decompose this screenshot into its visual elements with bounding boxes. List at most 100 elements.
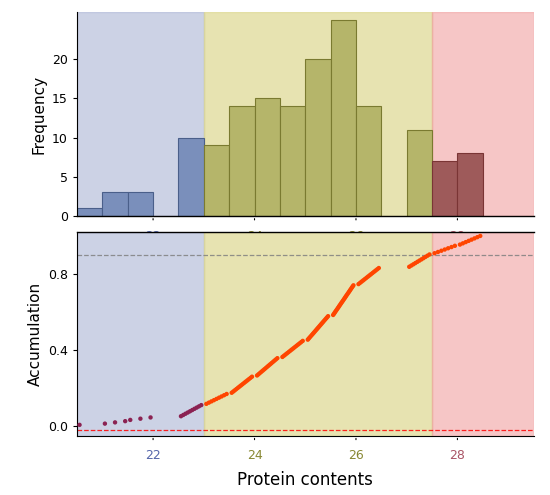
Point xyxy=(195,402,204,410)
Point xyxy=(217,393,226,400)
Bar xyxy=(102,193,128,216)
Point xyxy=(315,322,324,330)
Point xyxy=(264,362,273,370)
Point xyxy=(337,300,345,308)
Y-axis label: Frequency: Frequency xyxy=(31,75,47,153)
Point xyxy=(183,408,192,416)
Point xyxy=(126,416,135,424)
Point xyxy=(214,394,223,401)
Bar xyxy=(356,106,381,216)
Point xyxy=(413,258,422,266)
Point xyxy=(295,340,304,347)
Point xyxy=(278,353,287,361)
Bar xyxy=(305,59,331,216)
Text: 26: 26 xyxy=(348,230,364,243)
Point xyxy=(329,311,338,319)
Point xyxy=(331,308,339,316)
Point xyxy=(345,288,354,296)
Point xyxy=(317,320,326,328)
Point xyxy=(273,354,282,362)
Point xyxy=(314,323,323,331)
Point xyxy=(470,235,479,243)
Bar xyxy=(432,12,534,216)
Point xyxy=(316,321,325,329)
Point xyxy=(459,240,468,248)
Point xyxy=(254,370,263,378)
Point xyxy=(433,248,442,256)
Point xyxy=(261,364,270,372)
Point xyxy=(338,297,347,305)
Bar xyxy=(458,153,483,216)
Point xyxy=(321,316,329,324)
Bar xyxy=(178,138,204,216)
Point xyxy=(289,345,298,352)
Point xyxy=(320,317,328,325)
Text: 22: 22 xyxy=(145,230,161,243)
Point xyxy=(306,332,315,340)
Point xyxy=(425,250,434,258)
Point xyxy=(348,284,356,292)
Point xyxy=(288,346,296,353)
Text: 22: 22 xyxy=(145,449,161,462)
Point xyxy=(230,386,239,394)
Bar xyxy=(229,106,255,216)
Bar xyxy=(331,20,356,216)
Point xyxy=(360,275,369,283)
Point xyxy=(238,380,247,388)
Bar xyxy=(204,146,229,216)
Point xyxy=(197,401,206,409)
Point xyxy=(339,296,348,304)
Point xyxy=(342,291,351,299)
Point xyxy=(227,389,236,396)
Point xyxy=(371,266,380,274)
Point xyxy=(246,374,255,382)
Point xyxy=(405,263,414,271)
Point xyxy=(248,373,256,381)
Point xyxy=(340,295,349,303)
Point xyxy=(272,355,280,363)
Point xyxy=(219,391,228,399)
Point xyxy=(202,400,211,408)
Point xyxy=(222,390,231,398)
Point xyxy=(263,363,272,371)
Bar xyxy=(432,232,534,436)
Bar xyxy=(128,193,153,216)
Point xyxy=(348,283,357,291)
Point xyxy=(375,264,383,272)
Point xyxy=(312,326,321,334)
Point xyxy=(266,360,274,368)
Point xyxy=(205,398,213,406)
Point xyxy=(283,349,292,357)
Point xyxy=(240,379,249,387)
Point xyxy=(473,233,482,241)
Point xyxy=(284,348,293,356)
Point xyxy=(304,336,312,344)
Point xyxy=(279,352,288,360)
Point xyxy=(260,365,269,373)
Point xyxy=(447,243,456,251)
Point xyxy=(267,359,276,367)
Point xyxy=(423,252,432,260)
Point xyxy=(121,417,130,425)
Point xyxy=(370,268,378,276)
Y-axis label: Accumulation: Accumulation xyxy=(28,282,42,386)
Point xyxy=(323,312,332,320)
Point xyxy=(476,232,485,240)
Point xyxy=(305,333,314,341)
Text: 28: 28 xyxy=(449,449,465,462)
Point xyxy=(336,301,344,309)
Point xyxy=(340,294,349,301)
Point xyxy=(409,260,417,268)
Point xyxy=(455,241,464,248)
Point xyxy=(421,253,430,261)
Bar xyxy=(432,161,458,216)
Point xyxy=(342,293,350,300)
Point xyxy=(311,327,320,335)
Point xyxy=(333,305,342,313)
Point xyxy=(329,310,338,318)
Point xyxy=(290,343,299,351)
Point xyxy=(343,290,352,298)
Point xyxy=(257,368,266,376)
Point xyxy=(323,313,332,321)
Point xyxy=(346,285,355,293)
